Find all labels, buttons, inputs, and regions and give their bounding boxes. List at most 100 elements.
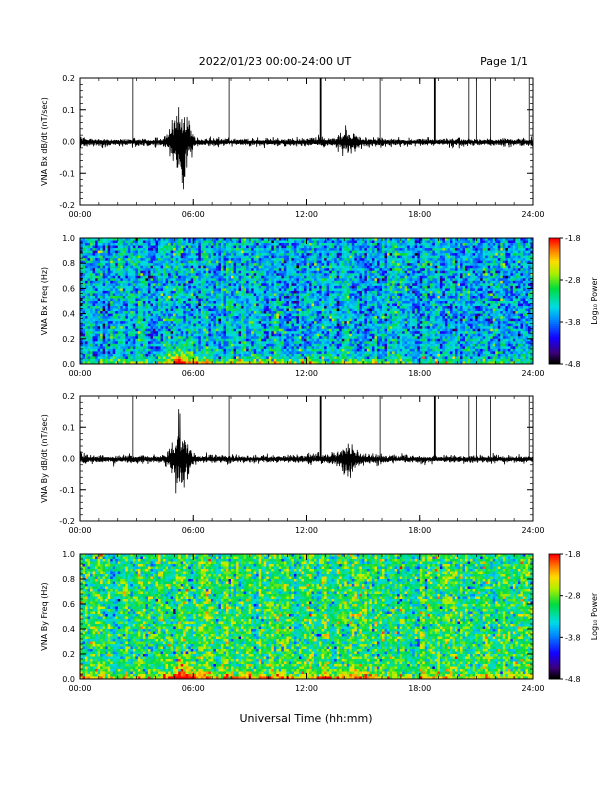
spectrogram-cell xyxy=(480,285,484,289)
spectrogram-cell xyxy=(447,240,451,244)
spectrogram-cell xyxy=(215,245,219,249)
spectrogram-cell xyxy=(321,248,325,251)
spectrogram-cell xyxy=(331,258,335,262)
spectrogram-cell xyxy=(236,253,239,257)
spectrogram-cell xyxy=(120,293,124,297)
spectrogram-cell xyxy=(145,278,149,282)
spectrogram-cell xyxy=(127,238,131,241)
spectrogram-cell xyxy=(500,243,504,246)
spectrogram-cell xyxy=(185,245,189,249)
spectrogram-cell xyxy=(190,285,194,289)
spectrogram-cell xyxy=(253,295,257,299)
spectrogram-cell xyxy=(170,258,174,262)
spectrogram-cell xyxy=(100,295,104,299)
spectrogram-cell xyxy=(225,293,229,297)
spectrogram-cell xyxy=(175,255,179,259)
spectrogram-cell xyxy=(213,298,217,302)
spectrogram-cell xyxy=(220,290,224,294)
spectrogram-cell xyxy=(246,243,250,246)
spectrogram-cell xyxy=(522,265,526,269)
spectrogram-cell xyxy=(490,268,494,272)
spectrogram-cell xyxy=(132,258,136,262)
spectrogram-cell xyxy=(306,258,310,262)
spectrogram-cell xyxy=(462,278,466,282)
spectrogram-cell xyxy=(520,280,524,284)
spectrogram-cell xyxy=(117,283,121,287)
spectrogram-cell xyxy=(439,275,443,279)
spectrogram-cell xyxy=(522,263,526,267)
spectrogram-cell xyxy=(462,288,466,292)
spectrogram-cell xyxy=(198,278,202,282)
spectrogram-cell xyxy=(163,248,166,251)
spectrogram-cell xyxy=(346,285,350,289)
spectrogram-cell xyxy=(261,243,265,246)
spectrogram-cell xyxy=(382,290,385,294)
spectrogram-cell xyxy=(87,298,91,302)
spectrogram-cell xyxy=(291,260,295,264)
spectrogram-cell xyxy=(233,240,237,244)
spectrogram-cell xyxy=(140,290,144,294)
spectrogram-cell xyxy=(228,245,232,249)
spectrogram-cell xyxy=(512,263,516,267)
spectrogram-cell xyxy=(278,270,282,274)
spectrogram-cell xyxy=(278,278,282,282)
trace-line xyxy=(79,107,534,190)
spectrogram-cell xyxy=(278,245,282,249)
spectrogram-cell xyxy=(402,295,406,299)
spectrogram-cell xyxy=(470,303,473,307)
spectrogram-cell xyxy=(203,295,207,299)
spectrogram-cell xyxy=(404,273,408,277)
spectrogram-cell xyxy=(311,303,315,307)
spectrogram-cell xyxy=(309,303,312,307)
spectrogram-cell xyxy=(110,250,114,254)
spectrogram-cell xyxy=(437,278,441,282)
spectrogram-cell xyxy=(90,298,93,302)
spectrogram-cell xyxy=(261,268,265,272)
spectrogram-cell xyxy=(319,298,322,302)
spectrogram-cell xyxy=(220,268,224,272)
spectrogram-cell xyxy=(402,245,406,249)
spectrogram-cell xyxy=(112,273,116,277)
spectrogram-cell xyxy=(198,245,202,249)
spectrogram-cell xyxy=(288,295,292,299)
spectrogram-cell xyxy=(515,243,519,246)
spectrogram-cell xyxy=(369,268,373,272)
spectrogram-cell xyxy=(150,248,154,251)
spectrogram-cell xyxy=(112,283,116,287)
spectrogram-cell xyxy=(122,240,126,244)
spectrogram-cell xyxy=(495,245,499,249)
spectrogram-cell xyxy=(492,263,496,267)
spectrogram-cell xyxy=(392,268,395,272)
spectrogram-cell xyxy=(278,265,282,269)
spectrogram-cell xyxy=(482,260,486,264)
spectrogram-cell xyxy=(485,238,489,241)
spectrogram-cell xyxy=(140,283,144,287)
spectrogram-cell xyxy=(462,301,466,304)
spectrogram-cell xyxy=(145,250,149,254)
spectrogram-cell xyxy=(460,263,463,267)
spectrogram-cell xyxy=(228,280,232,284)
spectrogram-cell xyxy=(158,258,161,262)
spectrogram-cell xyxy=(507,301,511,304)
spectrogram-cell xyxy=(414,288,418,292)
spectrogram-cell xyxy=(241,265,244,269)
spectrogram-cell xyxy=(525,243,529,246)
spectrogram-cell xyxy=(434,245,438,249)
spectrogram-cell xyxy=(384,265,388,269)
spectrogram-cell xyxy=(432,268,436,272)
spectrogram-cell xyxy=(515,301,519,304)
spectrogram-cell xyxy=(158,248,161,251)
spectrogram-cell xyxy=(215,295,219,299)
spectrogram-cell xyxy=(439,238,443,241)
spectrogram-cell xyxy=(158,265,161,269)
spectrogram-cell xyxy=(319,285,322,289)
spectrogram-cell xyxy=(170,301,174,304)
spectrogram-cell xyxy=(465,283,468,287)
spectrogram-cell xyxy=(512,298,516,302)
spectrogram-cell xyxy=(170,275,174,279)
spectrogram-cell xyxy=(200,270,204,274)
spectrogram-cell xyxy=(110,270,114,274)
spectrogram-cell xyxy=(263,293,267,297)
spectrogram-cell xyxy=(135,303,139,307)
spectrogram-cell xyxy=(351,258,355,262)
